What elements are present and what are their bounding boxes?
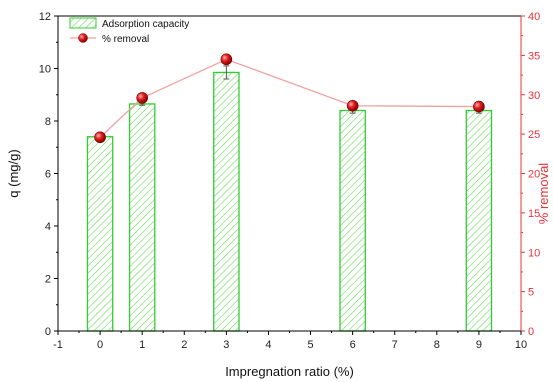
bar <box>465 109 493 332</box>
data-point-removal <box>220 53 233 66</box>
data-point-removal <box>473 100 485 113</box>
y-tick-label: 4 <box>45 221 51 233</box>
x-tick-label: 3 <box>223 339 229 351</box>
legend-label-line: % removal <box>102 34 149 45</box>
series-line-removal <box>99 58 479 138</box>
y2-tick-label: 0 <box>528 326 534 338</box>
legend-label-bar: Adsorption capacity <box>102 19 189 30</box>
y2-tick-label: 35 <box>528 50 540 62</box>
x-tick-label: -1 <box>53 339 63 351</box>
y2-tick-label: 10 <box>528 247 540 259</box>
y2-tick-label: 40 <box>528 11 540 23</box>
bar <box>128 103 156 332</box>
y-tick-label: 12 <box>39 11 51 23</box>
bar <box>213 71 240 332</box>
y-tick-label: 6 <box>45 169 51 181</box>
y-tick-label: 2 <box>45 274 51 286</box>
y-axis-title: q (mg/g) <box>6 149 21 197</box>
x-axis-title: Impregnation ratio (%) <box>225 364 354 379</box>
y2-tick-label: 20 <box>528 169 540 181</box>
x-tick-label: 5 <box>307 339 313 351</box>
y-tick-label: 10 <box>39 64 51 76</box>
legend-swatch-bar <box>69 17 97 29</box>
bar <box>339 109 366 332</box>
x-tick-label: 10 <box>515 339 527 351</box>
x-tick-label: 7 <box>392 339 398 351</box>
legend: Adsorption capacity % removal <box>69 17 189 45</box>
data-point-removal <box>136 92 148 104</box>
x-tick-label: 0 <box>97 339 103 351</box>
plot-area <box>86 53 493 332</box>
x-tick-label: 8 <box>434 339 440 351</box>
data-point-removal <box>94 131 106 144</box>
y2-tick-label: 15 <box>528 208 540 220</box>
x-tick-label: 6 <box>350 339 356 351</box>
legend-marker-line <box>78 33 88 43</box>
y2-tick-label: 25 <box>528 129 540 141</box>
x-tick-label: 4 <box>265 339 271 351</box>
y-tick-label: 0 <box>45 326 51 338</box>
y2-tick-label: 5 <box>528 287 534 299</box>
data-point-removal <box>346 99 359 112</box>
y-tick-label: 8 <box>45 116 51 128</box>
x-tick-label: 9 <box>476 339 482 351</box>
x-tick-label: 2 <box>181 339 187 351</box>
y2-tick-label: 30 <box>528 90 540 102</box>
y2-axis-title: % removal <box>536 163 551 225</box>
bar <box>86 136 114 332</box>
x-tick-label: 1 <box>139 339 145 351</box>
